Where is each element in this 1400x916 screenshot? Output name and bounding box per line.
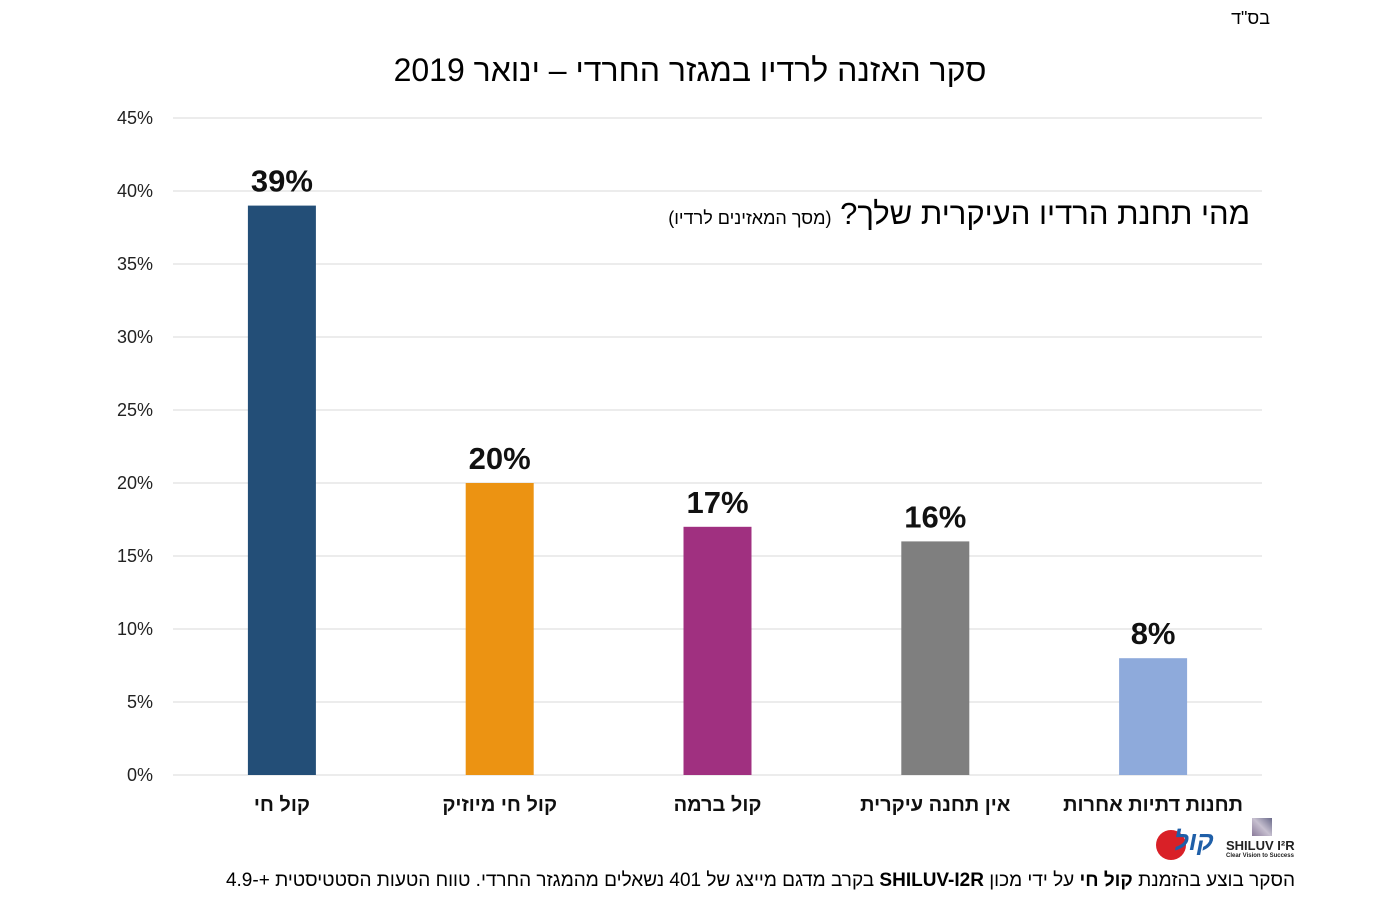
kol-chai-logo: קול	[1156, 822, 1220, 862]
bar	[247, 205, 316, 776]
chart-title: סקר האזנה לרדיו במגזר החרדי – ינואר 2019	[393, 52, 987, 88]
y-tick-label: 30%	[117, 327, 153, 347]
x-tick-label: קול חי	[254, 794, 310, 816]
footer-note: הסקר בוצע בהזמנת קול חי על ידי מכון SHIL…	[226, 870, 1295, 892]
y-tick-label: 45%	[117, 108, 153, 128]
shiluv-logo: SHILUV I²R Clear Vision to Success	[1226, 818, 1301, 862]
x-tick-label: אין תחנה עיקרית	[860, 794, 1011, 816]
bar	[683, 526, 752, 775]
x-tick-label: קול ברמה	[674, 794, 762, 816]
bar-chart: 0% 5% 10% 15% 20% 25% 30% 35% 40% 45% 39% קול חי 20%…	[117, 108, 1262, 816]
y-tick-label: 35%	[117, 254, 153, 274]
footer-bold: קול חי	[1079, 870, 1133, 891]
bar	[465, 483, 534, 775]
y-tick-label: 5%	[127, 692, 153, 712]
data-label: 39%	[251, 164, 313, 199]
data-label: 17%	[686, 485, 748, 520]
footer-bold: SHILUV-I2R	[879, 870, 984, 891]
corner-mark: בס"ד	[1231, 8, 1270, 28]
subtitle-note: (מסך המאזינים לרדיו)	[668, 208, 832, 228]
bar	[1119, 658, 1188, 775]
y-tick-label: 40%	[117, 181, 153, 201]
footer-text: בקרב מדגם מייצג של 401 נשאלים מהמגזר החר…	[225, 870, 880, 891]
y-tick-label: 20%	[117, 473, 153, 493]
y-tick-label: 0%	[127, 765, 153, 785]
subtitle-question: מהי תחנת הרדיו העיקרית שלך?	[840, 196, 1250, 231]
x-tick-label: קול חי מיוזיק	[442, 794, 557, 816]
data-label: 8%	[1131, 616, 1176, 651]
y-tick-label: 10%	[117, 619, 153, 639]
bar	[901, 541, 970, 775]
x-tick-label: תחנות דתיות אחרות	[1063, 794, 1243, 816]
footer-text: הסקר בוצע בהזמנת	[1132, 870, 1295, 891]
y-tick-label: 15%	[117, 546, 153, 566]
footer-text: על ידי מכון	[983, 870, 1080, 891]
chart-subtitle: מהי תחנת הרדיו העיקרית שלך? (מסך המאזיני…	[668, 196, 1250, 232]
data-label: 16%	[904, 499, 966, 534]
data-label: 20%	[469, 441, 531, 476]
y-tick-label: 25%	[117, 400, 153, 420]
